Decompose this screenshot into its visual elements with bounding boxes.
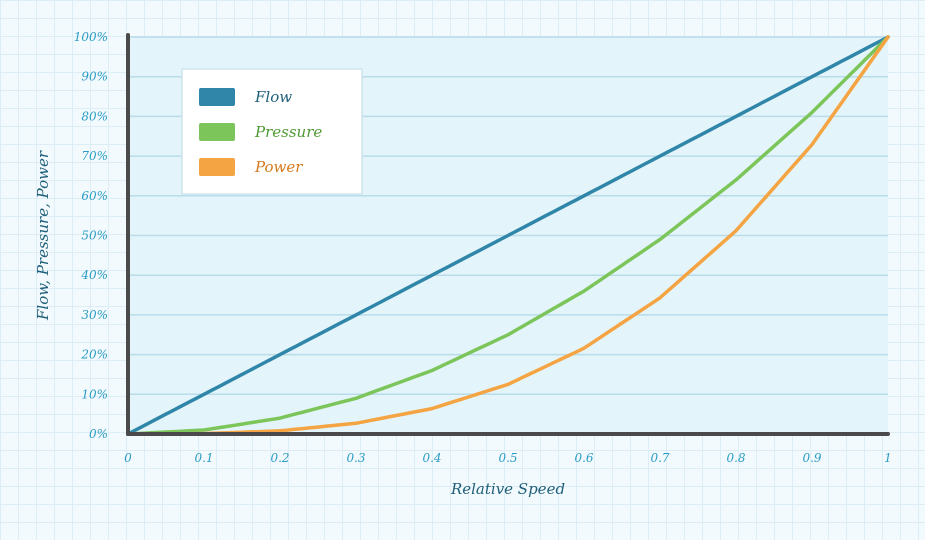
y-axis-title: Flow, Pressure, Power bbox=[34, 150, 52, 321]
legend-item-power: Power bbox=[199, 158, 303, 176]
y-tick-label: 30% bbox=[81, 308, 108, 322]
legend-swatch bbox=[199, 123, 235, 141]
x-tick-label: 0.5 bbox=[498, 451, 517, 465]
legend-item-flow: Flow bbox=[199, 88, 292, 106]
y-tick-labels: 0% 10% 20% 30% 40% 50% 60% 70% 80% 90% 100% bbox=[74, 30, 108, 441]
x-tick-label: 0.9 bbox=[802, 451, 821, 465]
x-tick-label: 0.6 bbox=[574, 451, 593, 465]
y-tick-label: 80% bbox=[81, 109, 108, 123]
legend-swatch bbox=[199, 88, 235, 106]
y-tick-label: 40% bbox=[80, 268, 108, 282]
legend-label: Pressure bbox=[254, 123, 322, 141]
x-tick-label: 0 bbox=[124, 451, 132, 465]
legend-label: Flow bbox=[254, 88, 292, 106]
x-tick-label: 0.3 bbox=[346, 451, 365, 465]
x-tick-labels: 0 0.1 0.2 0.3 0.4 0.5 0.6 0.7 0.8 0.9 1 bbox=[124, 451, 892, 465]
x-tick-label: 1 bbox=[884, 451, 892, 465]
y-tick-label: 20% bbox=[80, 348, 108, 362]
series-lines bbox=[126, 35, 890, 436]
legend-item-pressure: Pressure bbox=[199, 123, 322, 141]
y-tick-label: 10% bbox=[81, 387, 108, 401]
x-axis-title: Relative Speed bbox=[450, 480, 565, 498]
series-line-pressure bbox=[126, 35, 890, 436]
x-tick-label: 0.1 bbox=[194, 451, 213, 465]
x-tick-label: 0.2 bbox=[270, 451, 289, 465]
y-tick-label: 50% bbox=[81, 229, 108, 243]
series-line-flow bbox=[126, 35, 890, 436]
y-tick-label: 90% bbox=[81, 70, 108, 84]
legend: Flow Pressure Power bbox=[181, 68, 363, 195]
legend-label: Power bbox=[254, 158, 303, 176]
x-tick-label: 0.4 bbox=[422, 451, 441, 465]
y-tick-label: 100% bbox=[74, 30, 108, 44]
y-tick-label: 70% bbox=[81, 149, 108, 163]
y-tick-label: 0% bbox=[89, 427, 108, 441]
x-tick-label: 0.8 bbox=[726, 451, 745, 465]
x-tick-label: 0.7 bbox=[650, 451, 669, 465]
legend-swatch bbox=[199, 158, 235, 176]
y-tick-label: 60% bbox=[81, 189, 108, 203]
series-line-power bbox=[126, 35, 890, 436]
